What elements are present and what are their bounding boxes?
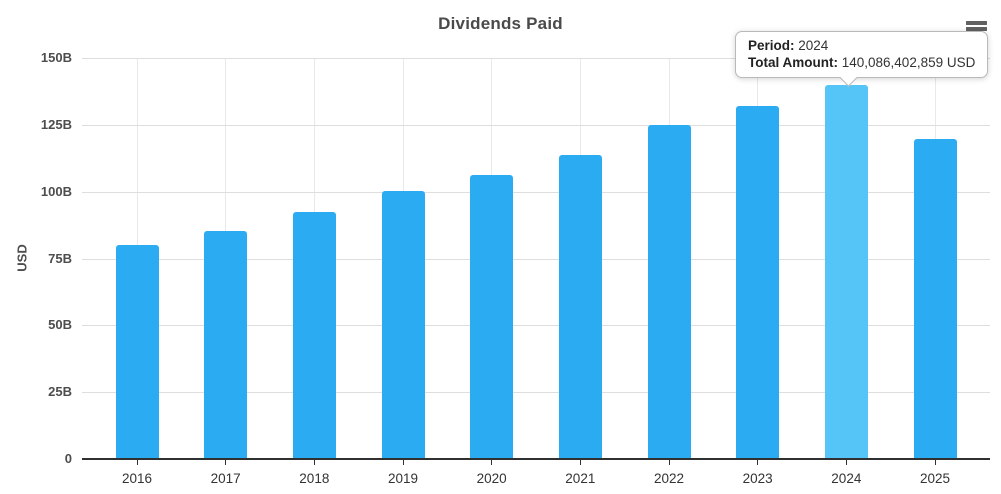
y-tick-label: 75B <box>48 250 72 266</box>
bar-2019[interactable] <box>381 191 425 459</box>
y-gridline <box>82 392 990 394</box>
tooltip-period-value: 2024 <box>798 38 829 53</box>
x-tick-label: 2021 <box>565 471 596 486</box>
tooltip-period-row: Period: 2024 <box>748 37 975 54</box>
x-tick-label: 2019 <box>387 471 419 486</box>
y-tick-label: 150B <box>40 50 72 65</box>
bar-2021[interactable] <box>558 154 602 459</box>
bar-2022[interactable] <box>647 124 691 459</box>
tooltip-amount-value: 140,086,402,859 USD <box>841 55 976 70</box>
tooltip-amount-row: Total Amount: 140,086,402,859 USD <box>748 54 975 71</box>
x-tick <box>136 459 138 465</box>
y-gridline <box>82 58 990 59</box>
bar-2024-highlighted[interactable] <box>824 84 868 459</box>
tooltip: Period: 2024 Total Amount: 140,086,402,8… <box>735 31 989 87</box>
tooltip-amount-label: Total Amount: <box>748 55 838 70</box>
x-tick <box>402 459 404 465</box>
y-gridline <box>82 124 990 126</box>
x-tick-label: 2022 <box>653 471 685 486</box>
x-tick-label: 2020 <box>476 471 507 486</box>
x-tick <box>579 459 581 465</box>
x-tick <box>757 459 759 465</box>
bar-2017[interactable] <box>204 230 248 459</box>
bar-2023[interactable] <box>736 106 780 459</box>
y-tick-label: 50B <box>48 317 72 333</box>
x-tick <box>845 459 847 465</box>
x-tick-label: 2017 <box>210 471 241 486</box>
y-gridline <box>82 325 990 327</box>
x-tick-label: 2025 <box>919 471 951 486</box>
tooltip-period-label: Period: <box>748 38 795 53</box>
x-tick <box>491 459 493 465</box>
bar-2025[interactable] <box>913 139 957 459</box>
x-tick <box>934 459 936 465</box>
bar-2016[interactable] <box>115 245 159 459</box>
x-tick-label: 2016 <box>121 471 153 486</box>
y-tick-label: 125B <box>40 116 72 132</box>
y-gridline <box>82 191 990 193</box>
y-tick-label: 0 <box>64 451 72 466</box>
chart-title: Dividends Paid <box>438 14 563 33</box>
x-tick <box>668 459 670 465</box>
x-tick <box>313 459 315 465</box>
y-gridline <box>82 258 990 260</box>
bar-2020[interactable] <box>470 175 514 459</box>
x-tick-label: 2023 <box>742 471 773 486</box>
x-tick-label: 2018 <box>299 471 330 486</box>
x-tick-label: 2024 <box>831 471 862 486</box>
x-axis-line <box>82 458 990 460</box>
y-tick-label: 25B <box>48 384 72 400</box>
y-tick-label: 100B <box>40 183 72 199</box>
x-tick <box>225 459 227 465</box>
bar-2018[interactable] <box>292 211 336 459</box>
plot-area <box>82 58 990 465</box>
